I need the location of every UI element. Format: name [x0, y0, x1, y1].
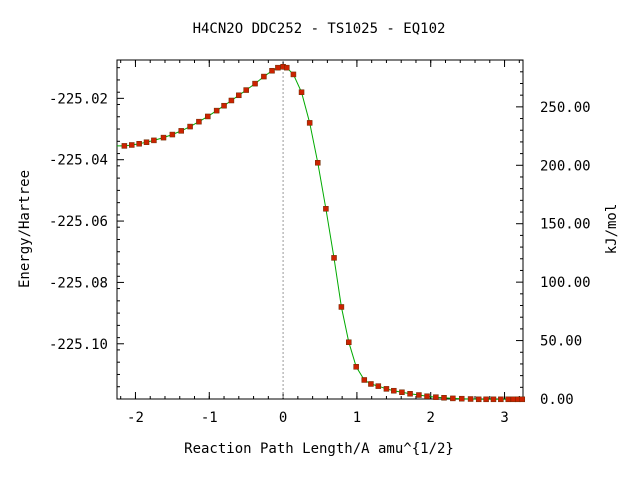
x-tick-label: 1	[353, 410, 361, 426]
data-point	[228, 97, 235, 104]
y-tick-label: -225.06	[49, 214, 108, 230]
data-point	[346, 339, 352, 345]
data-point	[306, 120, 313, 126]
data-point	[391, 387, 397, 394]
y2-tick-label: 0.00	[540, 392, 574, 408]
data-point	[361, 377, 368, 383]
data-point	[261, 73, 267, 80]
y-axis-title: Energy/Hartree	[17, 170, 33, 288]
data-point	[498, 396, 504, 403]
data-point	[375, 383, 382, 389]
data-point	[143, 139, 150, 145]
data-point	[458, 395, 465, 402]
data-point	[407, 391, 413, 397]
data-point	[136, 141, 142, 147]
data-point	[475, 396, 482, 403]
y2-tick-label: 150.00	[540, 217, 591, 233]
y2-tick-label: 200.00	[540, 158, 591, 174]
x-tick-label: 3	[500, 410, 508, 426]
data-point	[196, 118, 202, 125]
data-point	[331, 255, 337, 261]
data-point	[368, 381, 374, 387]
x-axis-title: Reaction Path Length/A amu^{1/2}	[184, 441, 454, 457]
data-point	[178, 128, 184, 134]
y-tick-label: -225.10	[49, 337, 108, 353]
data-point	[169, 131, 176, 138]
data-point	[205, 113, 211, 120]
x-axis: -2 -1 0 1 2 3	[120, 60, 520, 426]
series-points	[121, 63, 526, 403]
data-point	[433, 394, 439, 400]
x-tick-label: 2	[427, 410, 435, 426]
y2-tick-label: 100.00	[540, 275, 591, 291]
data-point	[315, 160, 321, 166]
data-point	[213, 107, 220, 114]
data-point	[129, 142, 135, 148]
data-point	[269, 67, 275, 74]
data-point	[441, 395, 447, 401]
data-point	[450, 395, 456, 402]
x-tick-label: -1	[201, 410, 218, 426]
data-point	[243, 87, 249, 93]
y-tick-label: -225.04	[49, 153, 108, 169]
series-line	[117, 66, 523, 400]
plot-frame	[116, 59, 524, 400]
y-axis-right: 0.00 50.00 100.00 150.00 200.00 250.00	[516, 59, 591, 408]
data-point	[383, 386, 390, 392]
data-point	[121, 143, 128, 149]
data-point	[151, 137, 157, 144]
y-tick-label: -225.02	[49, 91, 108, 107]
data-point	[187, 123, 193, 130]
data-point	[483, 396, 489, 403]
data-point	[424, 393, 430, 399]
y-axis-left: -225.02 -225.04 -225.06 -225.08 -225.10	[49, 67, 124, 400]
data-point	[298, 89, 305, 95]
data-point	[323, 206, 329, 212]
data-point	[353, 364, 359, 370]
data-point	[160, 134, 167, 141]
y-tick-label: -225.08	[49, 275, 108, 291]
data-point	[338, 304, 345, 310]
y2-tick-label: 50.00	[540, 334, 582, 350]
x-tick-label: 0	[279, 410, 287, 426]
data-point	[275, 64, 281, 71]
data-point	[416, 392, 422, 398]
data-point	[252, 80, 258, 87]
data-point	[399, 389, 405, 396]
data-point	[505, 396, 511, 403]
y2-tick-label: 250.00	[540, 100, 591, 116]
data-point	[519, 396, 526, 403]
data-point	[290, 71, 297, 78]
x-tick-label: -2	[127, 410, 144, 426]
chart-title: H4CN2O DDC252 - TS1025 - EQ102	[193, 21, 446, 37]
data-point	[236, 92, 242, 99]
data-point	[284, 64, 290, 71]
data-point	[221, 102, 227, 109]
data-point	[467, 396, 474, 402]
data-point	[490, 396, 497, 403]
y2-axis-title: kJ/mol	[604, 204, 620, 255]
